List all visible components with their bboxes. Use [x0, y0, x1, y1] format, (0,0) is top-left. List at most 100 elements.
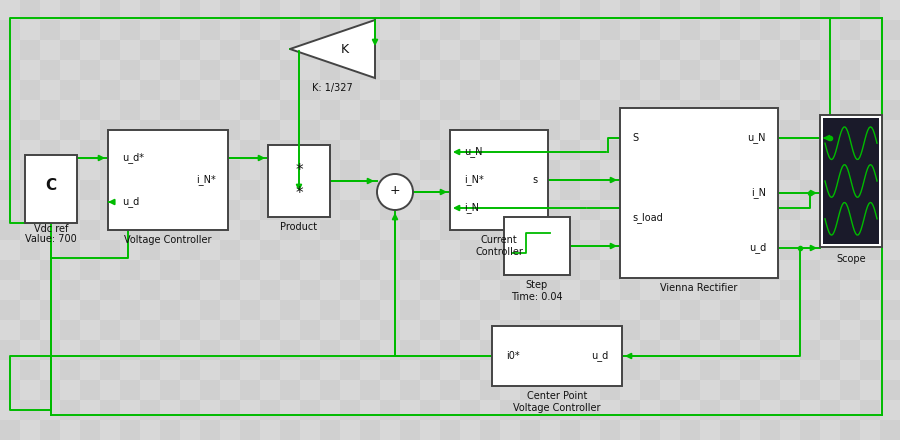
Bar	[0, 80, 20, 100]
Bar	[840, 160, 860, 180]
Bar	[640, 400, 660, 420]
Bar	[220, 140, 240, 160]
Bar	[300, 340, 320, 360]
Bar	[680, 160, 700, 180]
Bar	[260, 140, 280, 160]
Bar	[480, 280, 500, 300]
Bar	[140, 260, 160, 280]
Bar	[80, 400, 100, 420]
Bar	[440, 240, 460, 260]
Bar	[240, 0, 260, 20]
Bar	[260, 20, 280, 40]
Text: Voltage Controller: Voltage Controller	[513, 403, 601, 413]
Bar	[260, 260, 280, 280]
Bar	[820, 260, 840, 280]
Text: Step: Step	[526, 280, 548, 290]
Bar	[180, 60, 200, 80]
Bar	[20, 420, 40, 440]
Bar	[200, 80, 220, 100]
Bar	[840, 120, 860, 140]
Bar	[100, 180, 120, 200]
Bar	[680, 360, 700, 380]
Bar	[20, 20, 40, 40]
Bar	[400, 160, 420, 180]
Bar	[860, 220, 880, 240]
Bar	[300, 220, 320, 240]
Bar	[660, 180, 680, 200]
Bar	[60, 260, 80, 280]
Bar	[140, 60, 160, 80]
Bar	[360, 280, 380, 300]
Bar	[80, 200, 100, 220]
Bar	[880, 280, 900, 300]
Bar	[200, 200, 220, 220]
Bar	[440, 200, 460, 220]
Bar	[440, 40, 460, 60]
Bar	[400, 40, 420, 60]
Bar	[40, 360, 60, 380]
Text: s: s	[533, 175, 538, 185]
Bar	[440, 120, 460, 140]
Bar	[20, 140, 40, 160]
Bar	[120, 360, 140, 380]
Bar	[800, 200, 820, 220]
Bar	[620, 220, 640, 240]
Bar	[860, 260, 880, 280]
Bar	[240, 120, 260, 140]
Bar	[480, 0, 500, 20]
Bar	[320, 40, 340, 60]
Bar	[280, 160, 300, 180]
Bar	[320, 240, 340, 260]
Bar	[0, 120, 20, 140]
Bar	[540, 380, 560, 400]
Bar	[60, 380, 80, 400]
Bar	[520, 240, 540, 260]
Bar	[700, 100, 720, 120]
Bar	[20, 300, 40, 320]
Text: +: +	[390, 183, 400, 197]
Bar	[120, 400, 140, 420]
Bar	[60, 340, 80, 360]
Bar	[160, 120, 180, 140]
Bar	[780, 420, 800, 440]
Bar	[740, 20, 760, 40]
Bar	[600, 80, 620, 100]
Bar	[340, 340, 360, 360]
Bar	[200, 400, 220, 420]
Bar	[700, 340, 720, 360]
Text: Vdc ref: Vdc ref	[34, 224, 68, 234]
Bar	[740, 420, 760, 440]
Bar	[560, 200, 580, 220]
Bar	[540, 220, 560, 240]
Bar	[100, 20, 120, 40]
Bar	[580, 220, 600, 240]
Bar	[160, 400, 180, 420]
Bar	[520, 0, 540, 20]
Bar	[780, 20, 800, 40]
Bar	[100, 340, 120, 360]
Bar	[520, 360, 540, 380]
Bar	[560, 160, 580, 180]
Bar	[700, 300, 720, 320]
Bar	[140, 380, 160, 400]
Bar	[120, 80, 140, 100]
Bar	[320, 360, 340, 380]
Bar	[560, 40, 580, 60]
Bar	[380, 180, 400, 200]
Bar	[680, 400, 700, 420]
Bar	[820, 100, 840, 120]
Text: Center Point: Center Point	[526, 391, 587, 401]
Bar	[440, 360, 460, 380]
Bar	[260, 380, 280, 400]
Bar	[720, 0, 740, 20]
Bar	[760, 0, 780, 20]
Bar	[200, 0, 220, 20]
Bar	[40, 120, 60, 140]
Bar	[780, 100, 800, 120]
Bar	[640, 200, 660, 220]
Bar	[680, 40, 700, 60]
Bar	[480, 160, 500, 180]
Bar	[380, 380, 400, 400]
Bar	[0, 320, 20, 340]
Bar	[300, 260, 320, 280]
